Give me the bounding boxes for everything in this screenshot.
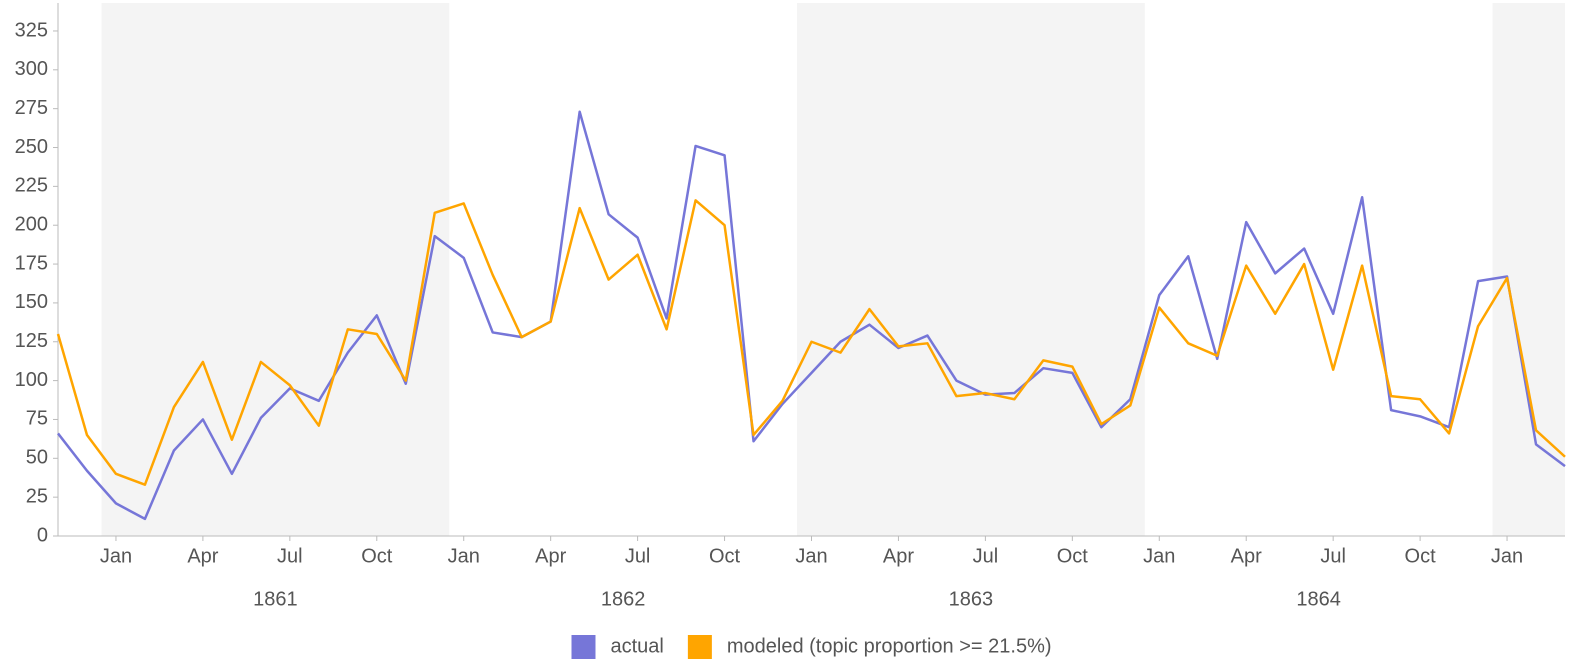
- x-tick-label: Jan: [1143, 545, 1175, 567]
- year-label: 1862: [601, 588, 646, 610]
- y-tick-label: 225: [15, 175, 48, 197]
- year-band: [101, 3, 450, 536]
- y-tick-label: 275: [15, 97, 48, 119]
- x-tick-label: Jul: [1320, 545, 1346, 567]
- x-tick-label: Apr: [535, 545, 566, 567]
- y-tick-label: 50: [26, 447, 48, 469]
- year-label: 1863: [949, 588, 994, 610]
- x-tick-label: Oct: [1405, 545, 1437, 567]
- x-tick-label: Apr: [1231, 545, 1262, 567]
- x-tick-label: Jan: [100, 545, 132, 567]
- x-tick-label: Oct: [709, 545, 741, 567]
- y-tick-label: 75: [26, 408, 48, 430]
- x-tick-label: Jan: [448, 545, 480, 567]
- legend: actual modeled (topic proportion >= 21.5%…: [571, 635, 1052, 659]
- y-tick-label: 250: [15, 136, 48, 158]
- x-tick-label: Jul: [625, 545, 651, 567]
- x-tick-label: Jul: [973, 545, 999, 567]
- x-tick-label: Oct: [361, 545, 393, 567]
- legend-label: actual: [610, 635, 663, 657]
- y-tick-label: 125: [15, 330, 48, 352]
- y-tick-label: 300: [15, 58, 48, 80]
- x-tick-label: Jan: [1491, 545, 1523, 567]
- year-band: [1492, 3, 1565, 536]
- y-tick-label: 150: [15, 291, 48, 313]
- series-line: [57, 110, 1566, 521]
- y-tick-label: 175: [15, 252, 48, 274]
- y-tick-label: 25: [26, 485, 48, 507]
- x-tick-label: Apr: [187, 545, 218, 567]
- y-tick-label: 100: [15, 369, 48, 391]
- x-tick-label: Jul: [277, 545, 303, 567]
- y-tick-label: 200: [15, 213, 48, 235]
- year-band: [797, 3, 1145, 536]
- x-tick-label: Apr: [883, 545, 914, 567]
- year-label: 1861: [253, 588, 298, 610]
- series-line: [56, 199, 1566, 486]
- y-tick-label: 0: [37, 524, 48, 546]
- legend-swatch: [687, 635, 712, 659]
- x-tick-label: Oct: [1057, 545, 1089, 567]
- year-label: 1864: [1296, 588, 1341, 610]
- legend-swatch: [571, 635, 596, 659]
- legend-label: modeled (topic proportion >= 21.5%): [727, 635, 1052, 657]
- y-tick-label: 325: [15, 19, 48, 41]
- x-tick-label: Jan: [795, 545, 827, 567]
